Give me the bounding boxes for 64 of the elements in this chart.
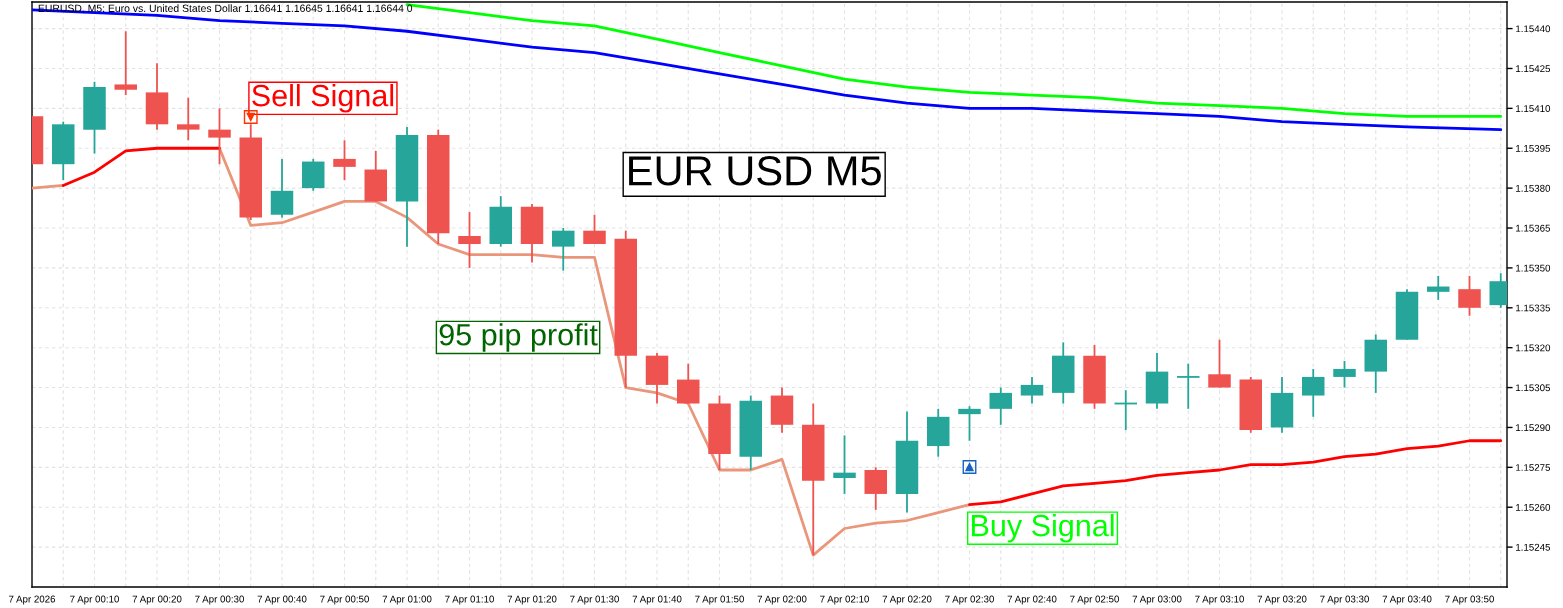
annotation: Sell Signal bbox=[252, 84, 394, 113]
x-tick-label: 7 Apr 01:40 bbox=[632, 595, 682, 605]
candlestick bbox=[583, 213, 606, 245]
y-tick-label: 1.15275 bbox=[1516, 464, 1551, 471]
candlestick bbox=[552, 227, 575, 272]
x-tick-label: 7 Apr 00:20 bbox=[132, 595, 182, 605]
candlestick bbox=[1208, 338, 1231, 389]
candlestick bbox=[177, 96, 200, 142]
annotation: Buy Signal bbox=[972, 513, 1114, 543]
candlestick bbox=[208, 107, 231, 166]
x-tick-label: 7 Apr 00:50 bbox=[320, 595, 369, 605]
x-tick-label: 7 Apr 02:30 bbox=[945, 595, 994, 605]
x-tick-label: 7 Apr 03:10 bbox=[1195, 595, 1244, 605]
x-tick-label: 7 Apr 01:00 bbox=[382, 595, 432, 605]
x-tick-label: 7 Apr 2026 bbox=[8, 595, 56, 605]
y-tick-label: 1.15305 bbox=[1516, 384, 1551, 392]
x-tick-label: 7 Apr 00:10 bbox=[70, 595, 119, 605]
candlestick bbox=[989, 386, 1012, 426]
candlestick bbox=[1020, 376, 1044, 405]
y-tick-label: 1.15410 bbox=[1516, 105, 1551, 112]
candlestick bbox=[1427, 274, 1450, 301]
x-tick-label: 7 Apr 03:00 bbox=[1132, 595, 1182, 605]
x-tick-label: 7 Apr 01:30 bbox=[570, 595, 619, 605]
x-tick-label: 7 Apr 02:10 bbox=[820, 595, 869, 605]
candlestick bbox=[864, 466, 887, 511]
x-tick-label: 7 Apr 02:00 bbox=[757, 595, 807, 605]
x-tick-label: 7 Apr 03:20 bbox=[1257, 595, 1307, 605]
candlestick bbox=[1458, 274, 1481, 317]
annotation: EUR USD M5 bbox=[629, 156, 881, 186]
candlestick bbox=[833, 434, 856, 495]
candlestick bbox=[458, 211, 481, 269]
x-tick-label: 7 Apr 02:40 bbox=[1007, 595, 1057, 605]
y-tick-label: 1.15425 bbox=[1516, 65, 1551, 73]
y-tick-label: 1.15380 bbox=[1516, 184, 1551, 192]
y-tick-label: 1.15290 bbox=[1516, 424, 1551, 432]
y-tick-label: 1.15395 bbox=[1516, 144, 1551, 152]
x-tick-label: 7 Apr 03:30 bbox=[1320, 595, 1369, 605]
y-tick-label: 1.15320 bbox=[1516, 344, 1551, 352]
y-tick-label: 1.15245 bbox=[1516, 543, 1551, 551]
candlestick bbox=[270, 157, 294, 219]
line-series bbox=[405, 3, 1503, 118]
x-tick-label: 7 Apr 03:50 bbox=[1445, 595, 1494, 605]
y-tick-label: 1.15365 bbox=[1516, 224, 1551, 232]
candlestick bbox=[1333, 360, 1356, 389]
x-tick-label: 7 Apr 01:10 bbox=[445, 595, 494, 605]
candlestick bbox=[114, 30, 137, 96]
candlestick bbox=[1302, 368, 1325, 418]
x-tick-label: 7 Apr 01:50 bbox=[695, 595, 744, 605]
candlestick bbox=[1113, 389, 1138, 432]
x-tick-label: 7 Apr 03:40 bbox=[1382, 595, 1432, 605]
y-tick-label: 1.15350 bbox=[1516, 264, 1551, 272]
y-tick-label: 1.15335 bbox=[1516, 304, 1551, 312]
y-tick-label: 1.15260 bbox=[1516, 503, 1551, 511]
x-tick-label: 7 Apr 01:20 bbox=[507, 595, 557, 605]
x-tick-label: 7 Apr 00:40 bbox=[257, 595, 307, 605]
candlestick bbox=[677, 362, 700, 405]
x-tick-label: 7 Apr 02:50 bbox=[1070, 595, 1119, 605]
annotation: 95 pip profit bbox=[439, 323, 598, 352]
candlestick bbox=[333, 139, 356, 182]
x-tick-label: 7 Apr 02:20 bbox=[882, 595, 932, 605]
x-tick-label: 7 Apr 00:30 bbox=[195, 595, 244, 605]
candlestick bbox=[1176, 362, 1201, 410]
candlestick bbox=[958, 405, 981, 442]
y-tick-label: 1.15440 bbox=[1516, 25, 1551, 33]
